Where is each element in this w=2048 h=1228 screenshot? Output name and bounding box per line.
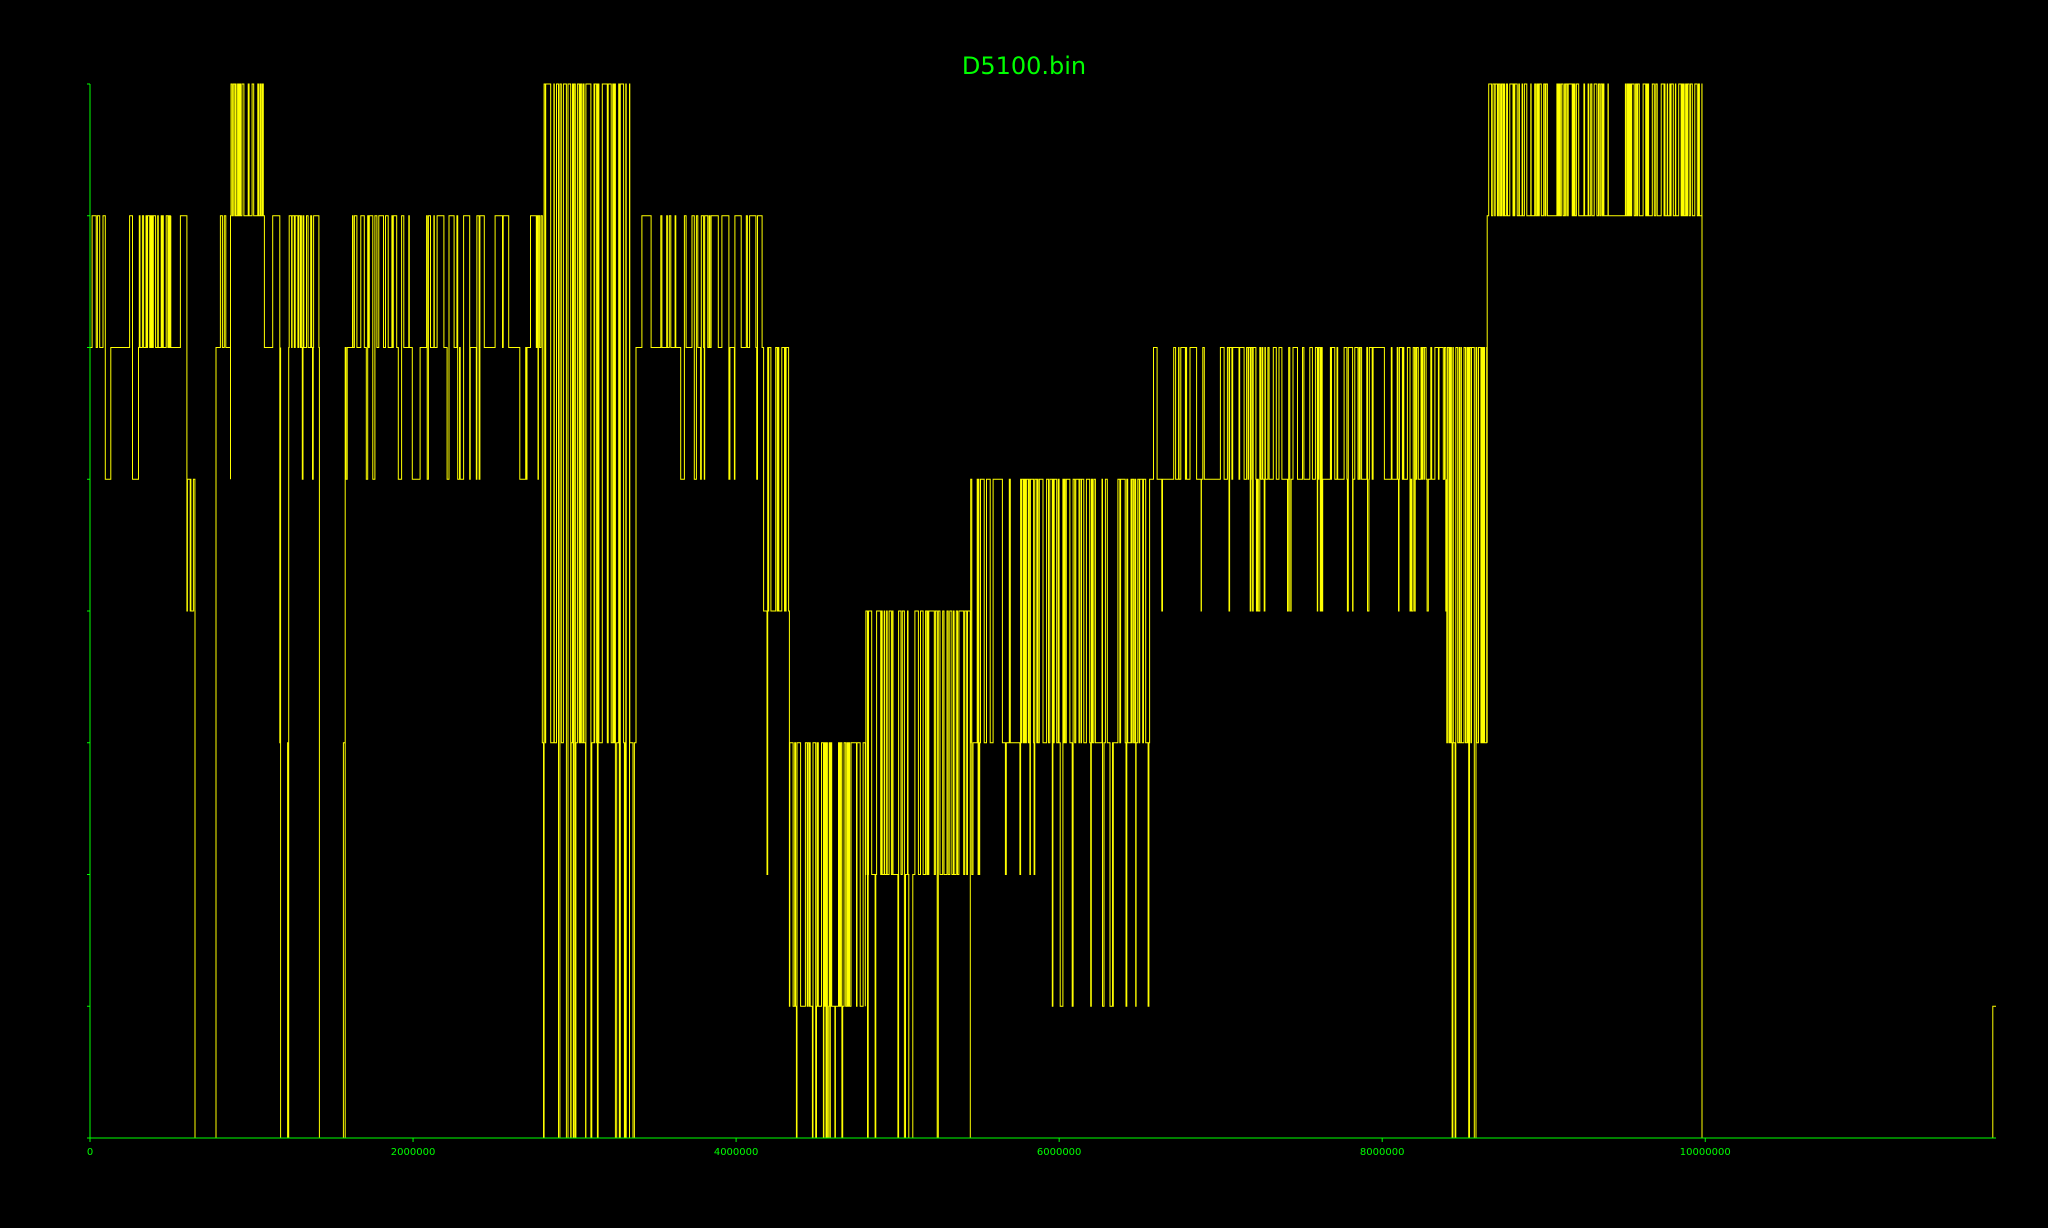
x-tick-label: 10000000 [1680,1147,1731,1158]
series-line [90,83,1996,1139]
x-tick-label: 4000000 [714,1147,759,1158]
chart-title: D5100.bin [962,52,1086,80]
x-tick-label: 8000000 [1360,1147,1405,1158]
axes: 0 2000000 4000000 6000000 8000000 10000000 [87,83,1996,1158]
plot-area [90,83,1996,1139]
x-tick-label: 2000000 [391,1147,436,1158]
x-tick-label: 6000000 [1037,1147,1082,1158]
x-tick-label: 0 [87,1147,93,1158]
